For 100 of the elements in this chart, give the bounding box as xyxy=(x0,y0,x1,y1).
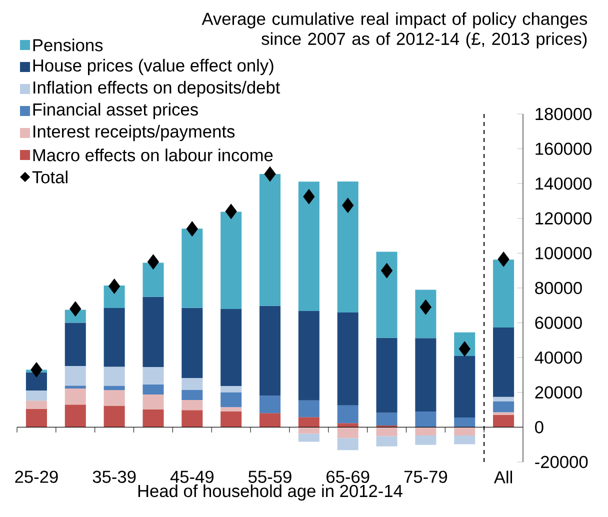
legend-label: Macro effects on labour income xyxy=(33,148,273,162)
bar xyxy=(64,322,86,366)
bar xyxy=(220,212,242,310)
bar xyxy=(142,409,164,428)
point xyxy=(108,278,120,294)
y-tick-label: 60000 xyxy=(535,316,582,329)
bar xyxy=(376,427,398,436)
bar xyxy=(493,412,514,415)
y-tick-label: -20000 xyxy=(535,456,588,468)
bar xyxy=(220,412,242,428)
x-tick-label: 25-29 xyxy=(15,470,58,483)
bar xyxy=(220,386,242,392)
bar xyxy=(220,407,242,412)
point xyxy=(420,300,432,315)
bar xyxy=(298,427,320,434)
bar xyxy=(454,356,476,418)
point xyxy=(264,166,276,182)
bar xyxy=(182,308,203,378)
y-tick-label: 120000 xyxy=(536,212,592,225)
bar xyxy=(415,338,436,412)
point xyxy=(186,221,198,236)
bar xyxy=(26,400,47,409)
y-tick-label: 40000 xyxy=(534,351,582,364)
x-tick-label: All xyxy=(494,470,512,484)
bar xyxy=(64,388,86,405)
bar xyxy=(415,290,436,338)
y-tick-label: 100000 xyxy=(536,247,592,260)
y-tick-label: 160000 xyxy=(536,142,592,155)
bar xyxy=(104,386,125,390)
point xyxy=(70,301,82,316)
bar xyxy=(298,434,320,442)
point xyxy=(30,362,42,378)
bar xyxy=(337,405,358,424)
bar xyxy=(64,404,86,428)
bar xyxy=(376,338,398,413)
bar xyxy=(182,410,203,428)
bar xyxy=(142,394,164,410)
legend-label: Pensions xyxy=(33,38,103,52)
x-tick-label: 45-49 xyxy=(170,470,214,483)
bar xyxy=(182,228,203,308)
bar xyxy=(415,436,436,445)
x-tick-label: 75-79 xyxy=(404,470,448,483)
x-tick-label: 35-39 xyxy=(92,470,136,483)
bar xyxy=(259,174,281,306)
x-axis-title: Head of household age in 2012-14 xyxy=(138,484,402,501)
bar xyxy=(259,396,281,414)
bar xyxy=(182,378,203,390)
bar xyxy=(104,390,125,406)
legend-label: House prices (value effect only) xyxy=(33,58,274,76)
y-axis-title: Average cumulative real impact of policy changes since 2007 as of 2012-14 (£, 2013 prices) xyxy=(202,12,588,48)
y-tick-label: 140000 xyxy=(536,177,592,190)
bar xyxy=(493,401,514,412)
legend-label: Financial asset prices xyxy=(33,102,198,120)
bar xyxy=(337,438,358,450)
bar xyxy=(104,308,125,367)
legend-label: Interest receipts/payments xyxy=(34,124,235,142)
point xyxy=(342,198,354,213)
bar xyxy=(64,366,86,386)
legend-label: Inflation effects on deposits/debt xyxy=(34,80,280,98)
y-tick-label: 20000 xyxy=(535,386,582,399)
bar xyxy=(415,427,436,436)
bar xyxy=(298,182,320,311)
bar xyxy=(493,327,514,397)
point xyxy=(381,262,393,278)
bar xyxy=(142,384,164,394)
bar xyxy=(298,310,320,400)
bar xyxy=(454,417,476,428)
legend-label: Total xyxy=(32,170,68,184)
bar xyxy=(104,366,125,386)
bar xyxy=(415,412,436,428)
bar xyxy=(454,427,476,436)
bar xyxy=(26,408,47,428)
bar xyxy=(454,436,476,444)
point xyxy=(303,189,315,204)
y-tick-label: 0 xyxy=(535,421,544,434)
bar xyxy=(493,260,514,328)
bar xyxy=(142,296,164,367)
bar xyxy=(337,427,358,438)
x-tick-label: 65-69 xyxy=(326,470,370,483)
bar xyxy=(493,396,514,402)
point xyxy=(498,252,510,267)
bar xyxy=(259,413,281,428)
bar xyxy=(142,366,164,384)
bar xyxy=(376,252,398,338)
y-tick-label: 180000 xyxy=(536,108,592,120)
bar xyxy=(493,414,514,428)
bar xyxy=(259,306,281,396)
y-tick-label: 80000 xyxy=(535,282,582,294)
point xyxy=(458,341,470,356)
bar xyxy=(142,262,164,297)
bar xyxy=(104,406,125,428)
bar xyxy=(26,390,47,401)
bar xyxy=(220,392,242,408)
point xyxy=(147,254,160,270)
bar xyxy=(26,372,47,390)
bar xyxy=(182,390,203,400)
bar xyxy=(298,417,320,428)
bar xyxy=(64,386,86,389)
bar xyxy=(376,412,398,426)
point xyxy=(225,204,237,220)
